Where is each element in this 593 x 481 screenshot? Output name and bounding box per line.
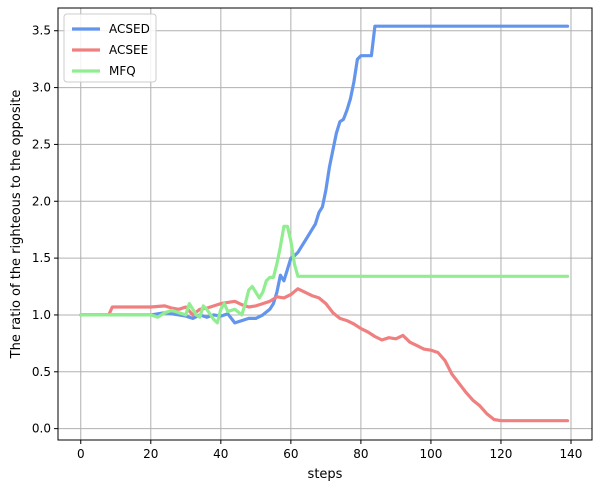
y-tick-label: 1.0	[32, 308, 51, 322]
series-lines	[79, 24, 570, 423]
plot-frame	[57, 7, 593, 441]
legend-label-acsed: ACSED	[109, 22, 150, 36]
y-tick-label: 2.0	[32, 194, 51, 208]
x-axis-label: steps	[308, 467, 343, 481]
x-tick-label: 140	[560, 447, 583, 461]
y-tick-label: 2.5	[32, 137, 51, 151]
y-tick-label: 0.0	[32, 422, 51, 436]
grid	[58, 8, 592, 440]
legend: ACSED ACSEE MFQ	[63, 13, 157, 83]
y-tick-label: 3.5	[32, 24, 51, 38]
y-tick-label: 0.5	[32, 365, 51, 379]
y-axis-label: The ratio of the righteous to the opposi…	[9, 90, 24, 360]
x-tick-label: 40	[213, 447, 228, 461]
legend-label-acsee: ACSEE	[109, 43, 148, 57]
x-tick-label: 120	[490, 447, 513, 461]
x-tick-label: 60	[283, 447, 298, 461]
y-tick-label: 1.5	[32, 251, 51, 265]
series-line-acsee	[79, 287, 570, 423]
x-tick-label: 0	[77, 447, 85, 461]
x-tick-label: 20	[143, 447, 158, 461]
axis-ticks: 0 20 40 60 80 100 120 140 0.0 0.5 1.0 1.5 2.0 2.5 3.0 3…	[32, 24, 583, 461]
series-line-mfq	[79, 224, 570, 325]
legend-box	[63, 13, 157, 83]
y-tick-label: 3.0	[32, 81, 51, 95]
x-tick-label: 100	[419, 447, 442, 461]
x-tick-label: 80	[353, 447, 368, 461]
legend-label-mfq: MFQ	[109, 64, 136, 78]
